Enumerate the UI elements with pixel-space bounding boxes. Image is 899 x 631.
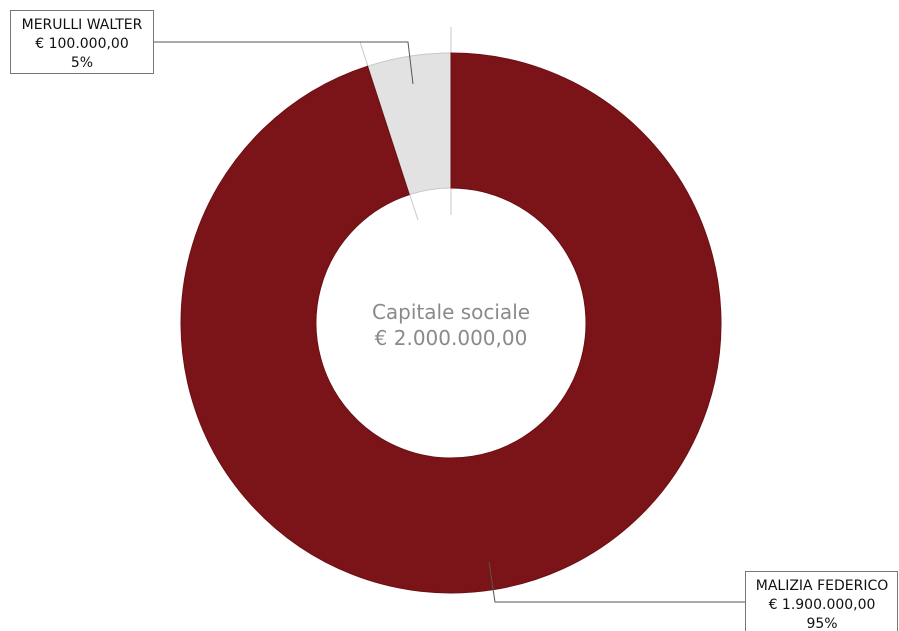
- slice-value-merulli: € 100.000,00: [35, 36, 129, 52]
- center-label-title: Capitale sociale: [372, 300, 530, 324]
- slice-label-merulli: MERULLI WALTER: [22, 17, 143, 33]
- callout-malizia: MALIZIA FEDERICO € 1.900.000,00 95%: [488, 561, 898, 631]
- slice-label-malizia: MALIZIA FEDERICO: [756, 578, 889, 594]
- leader-line-malizia: [488, 561, 745, 603]
- callout-box-merulli: [10, 10, 154, 74]
- slice-percent-malizia: 95%: [806, 616, 837, 631]
- center-label-value: € 2.000.000,00: [375, 326, 528, 350]
- donut-slices: [180, 52, 722, 594]
- leader-line-merulli: [153, 41, 414, 85]
- slice-malizia-federico: [180, 52, 722, 594]
- callout-merulli: MERULLI WALTER € 100.000,00 5%: [10, 10, 414, 85]
- callout-box-malizia: [745, 571, 898, 631]
- slice-percent-merulli: 5%: [71, 55, 93, 71]
- slice-value-malizia: € 1.900.000,00: [769, 597, 876, 613]
